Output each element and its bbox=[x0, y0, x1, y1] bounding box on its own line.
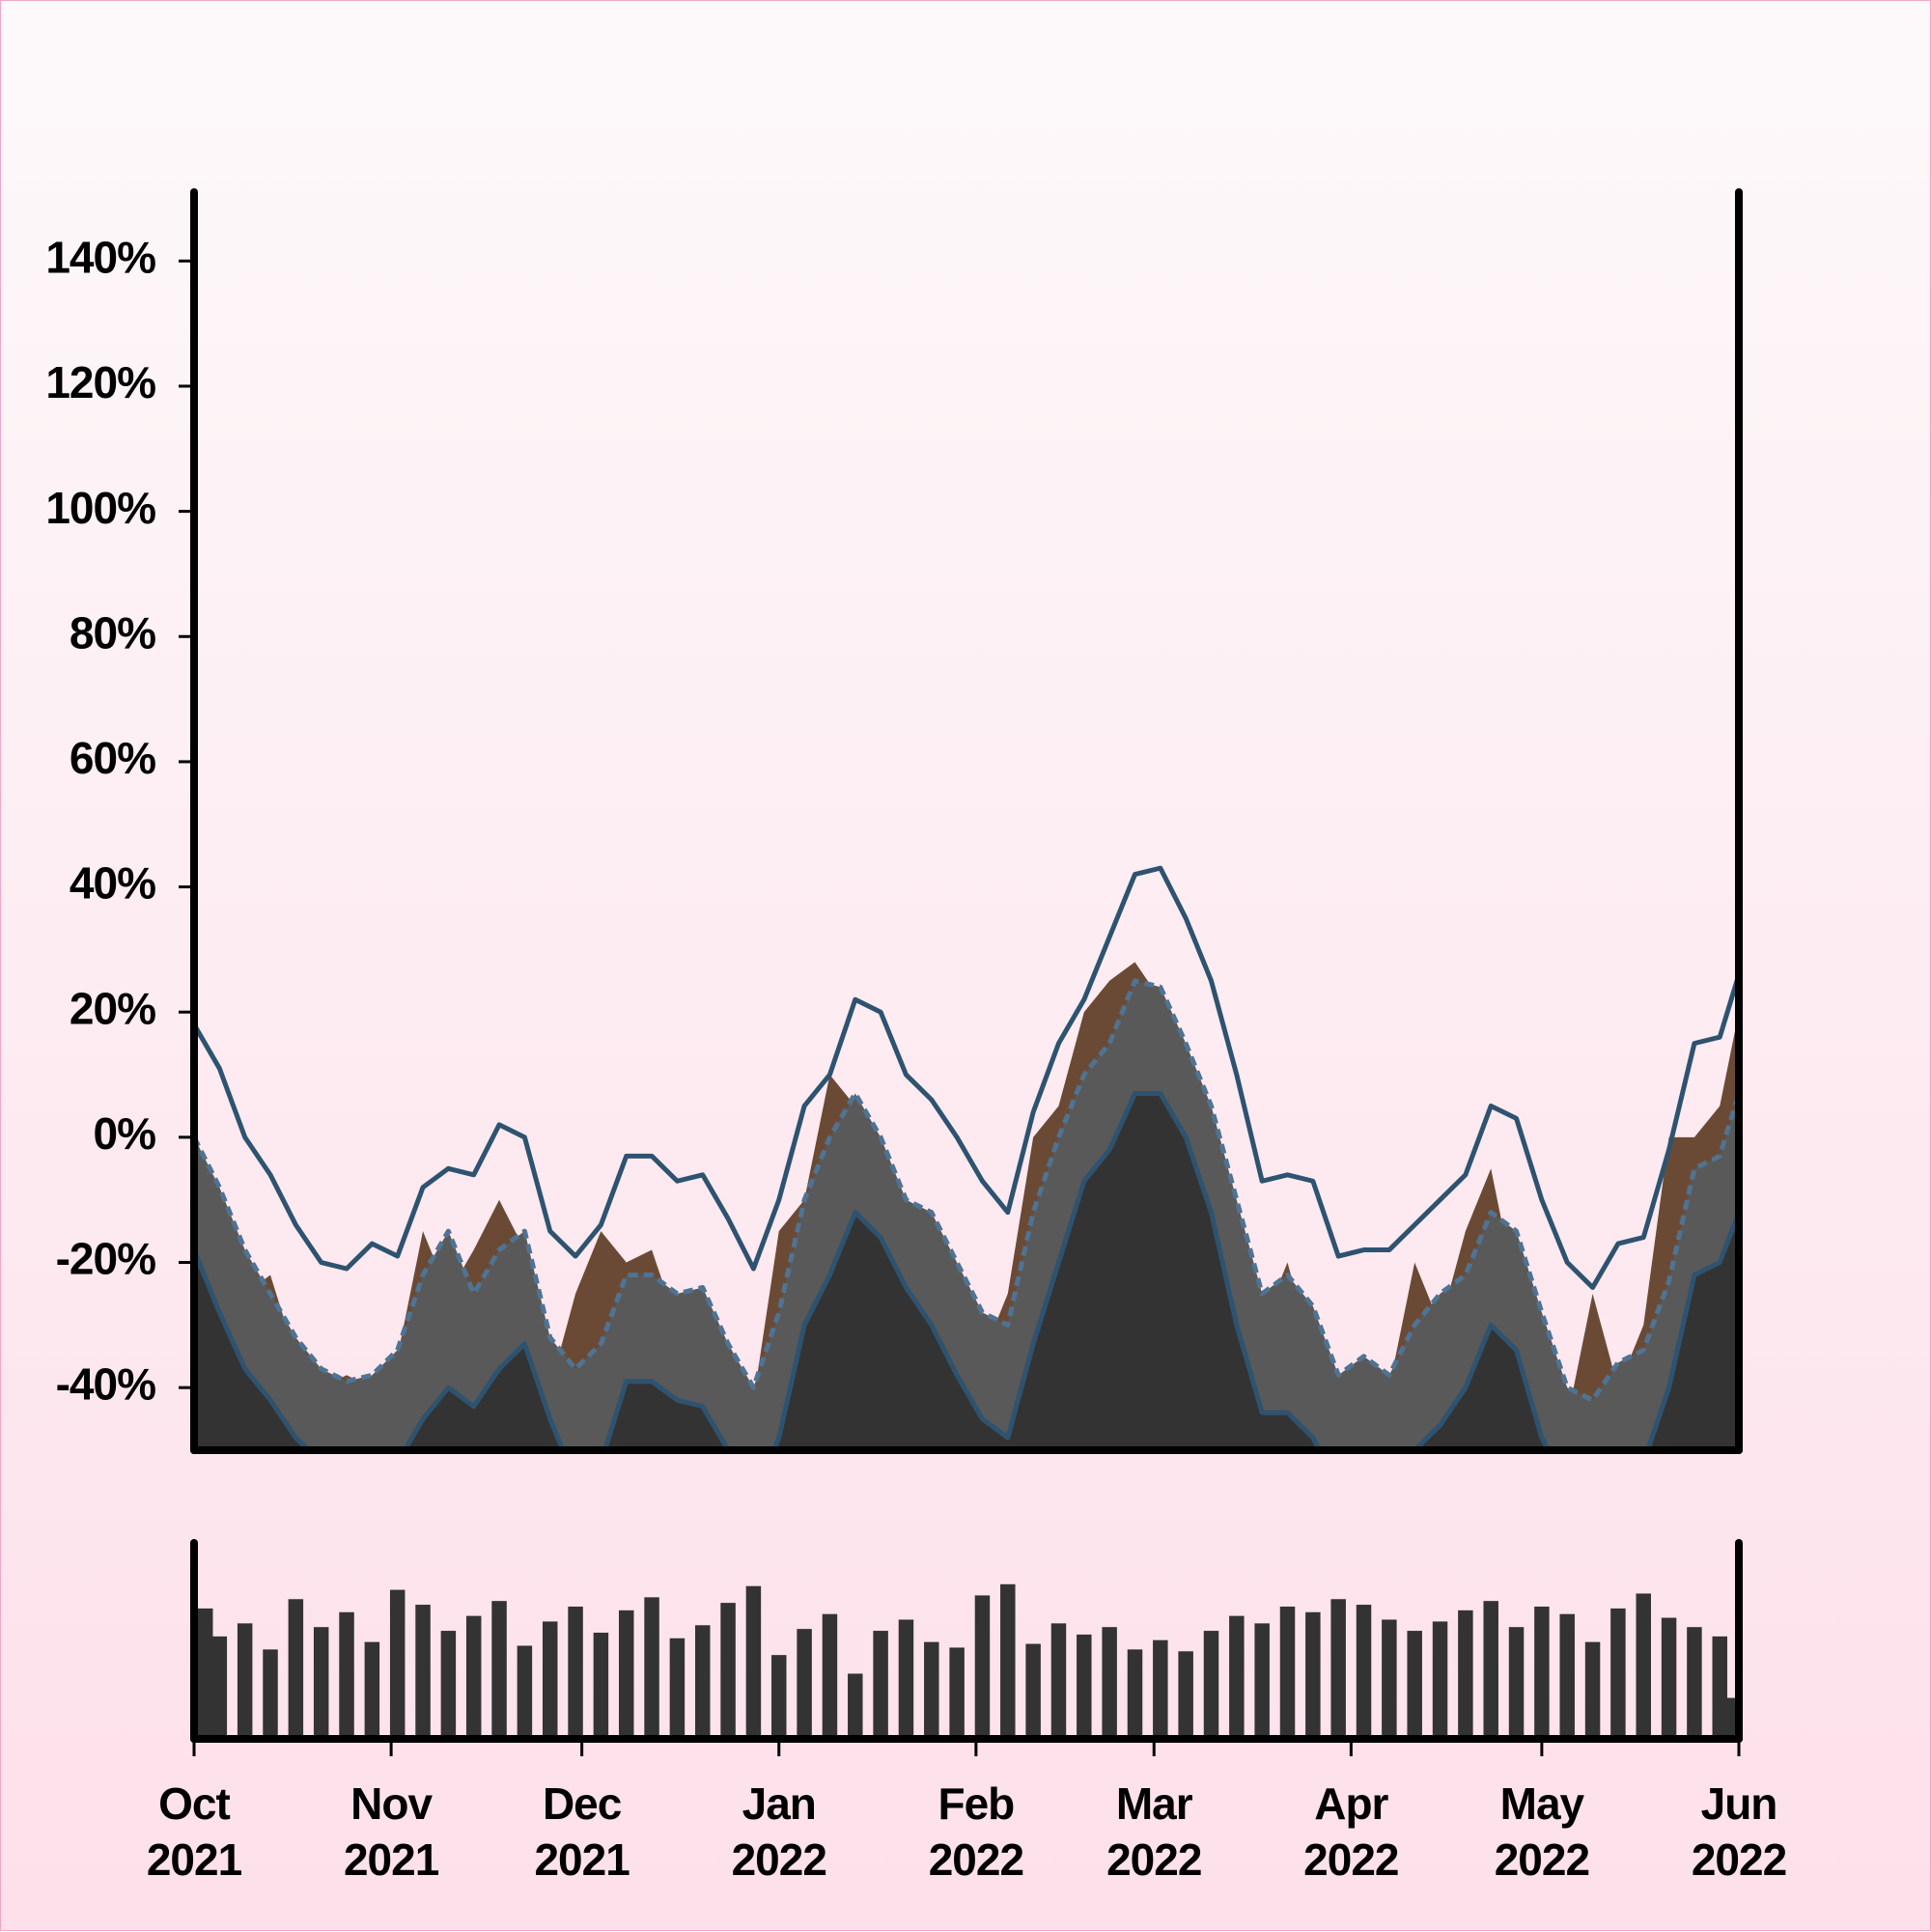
x-tick-label: Apr 2022 bbox=[1303, 1778, 1399, 1885]
volume-bar bbox=[1025, 1643, 1041, 1739]
volume-bar bbox=[313, 1627, 329, 1739]
x-tick-label: Mar 2022 bbox=[1106, 1778, 1202, 1885]
volume-bar bbox=[542, 1621, 558, 1739]
volume-bar bbox=[237, 1623, 253, 1739]
volume-bar bbox=[1178, 1651, 1193, 1739]
volume-bar bbox=[415, 1605, 431, 1739]
y-tick-label: 40% bbox=[70, 858, 155, 909]
x-tick-label: Jun 2022 bbox=[1691, 1778, 1787, 1885]
volume-bar bbox=[1330, 1599, 1346, 1739]
y-tick-label: 20% bbox=[70, 983, 155, 1033]
y-tick-label: 120% bbox=[45, 357, 155, 407]
volume-bar bbox=[898, 1619, 914, 1739]
volume-bar bbox=[771, 1655, 787, 1739]
y-tick-label: 60% bbox=[70, 733, 155, 783]
volume-bar bbox=[974, 1595, 991, 1739]
volume-bar bbox=[1661, 1617, 1677, 1739]
volume-bar bbox=[1559, 1613, 1575, 1739]
series-line bbox=[194, 865, 1739, 1290]
volume-bar bbox=[949, 1647, 965, 1739]
x-tick-label: Nov 2021 bbox=[343, 1778, 439, 1885]
series-line bbox=[194, 978, 1739, 1403]
volume-bar bbox=[644, 1597, 659, 1739]
series-area bbox=[194, 980, 1739, 1450]
volume-bar bbox=[720, 1603, 736, 1739]
x-tick-label: Oct 2021 bbox=[146, 1778, 242, 1885]
volume-bar bbox=[1720, 1697, 1735, 1739]
volume-bar bbox=[1229, 1615, 1245, 1739]
volume-bar bbox=[1382, 1619, 1397, 1739]
volume-bar bbox=[339, 1611, 354, 1739]
volume-bar bbox=[364, 1641, 380, 1739]
volume-bar bbox=[517, 1645, 533, 1739]
y-tick-label: 100% bbox=[45, 483, 155, 533]
volume-bar bbox=[1610, 1608, 1626, 1739]
volume-bar bbox=[263, 1649, 278, 1739]
y-tick-label: -40% bbox=[56, 1358, 155, 1409]
volume-bar bbox=[695, 1625, 711, 1739]
series-area bbox=[194, 962, 1739, 1450]
volume-bar bbox=[568, 1606, 583, 1739]
volume-bar bbox=[491, 1601, 507, 1739]
volume-bar bbox=[797, 1629, 812, 1739]
volume-bar bbox=[465, 1615, 482, 1739]
volume-bar bbox=[848, 1673, 863, 1739]
volume-bar bbox=[924, 1641, 939, 1739]
x-tick-label: Feb 2022 bbox=[928, 1778, 1024, 1885]
x-tick-label: Jan 2022 bbox=[731, 1778, 827, 1885]
volume-bar bbox=[1687, 1627, 1702, 1739]
y-tick-label: 140% bbox=[45, 232, 155, 282]
volume-bar bbox=[1432, 1621, 1448, 1739]
volume-bar bbox=[288, 1599, 304, 1739]
volume-bar bbox=[1407, 1631, 1422, 1739]
volume-bar bbox=[1050, 1623, 1067, 1739]
volume-bar bbox=[1636, 1593, 1651, 1739]
volume-bar bbox=[389, 1589, 406, 1739]
volume-bar bbox=[440, 1631, 457, 1739]
volume-bar bbox=[1279, 1606, 1296, 1739]
volume-bar bbox=[1458, 1610, 1473, 1739]
volume-bar bbox=[1153, 1639, 1168, 1739]
volume-bar bbox=[1534, 1606, 1550, 1739]
volume-bar bbox=[1356, 1605, 1372, 1739]
volume-bar bbox=[873, 1631, 888, 1739]
volume-bar bbox=[745, 1585, 762, 1739]
volume-bar bbox=[1203, 1631, 1219, 1739]
volume-bar bbox=[198, 1608, 213, 1739]
volume-bar bbox=[1102, 1627, 1117, 1739]
volume-bar bbox=[593, 1632, 609, 1739]
volume-bar bbox=[1584, 1641, 1601, 1739]
y-tick-label: 80% bbox=[70, 607, 155, 658]
x-tick-label: Dec 2021 bbox=[534, 1778, 630, 1885]
volume-bar bbox=[1127, 1649, 1143, 1739]
volume-bar bbox=[618, 1610, 634, 1739]
volume-bar bbox=[1508, 1627, 1525, 1739]
volume-bar bbox=[1254, 1623, 1270, 1739]
volume-bar bbox=[1483, 1601, 1498, 1739]
volume-bar bbox=[822, 1613, 838, 1739]
volume-bar bbox=[1305, 1611, 1321, 1739]
volume-bar bbox=[1000, 1583, 1016, 1739]
y-tick-label: -20% bbox=[56, 1234, 155, 1284]
volume-bar bbox=[669, 1638, 686, 1739]
y-tick-label: 0% bbox=[94, 1108, 156, 1159]
x-tick-label: May 2022 bbox=[1494, 1778, 1590, 1885]
series-line bbox=[194, 1090, 1739, 1450]
volume-bar bbox=[211, 1636, 228, 1739]
volume-bar bbox=[1077, 1634, 1092, 1739]
plot-area bbox=[194, 865, 1739, 1450]
